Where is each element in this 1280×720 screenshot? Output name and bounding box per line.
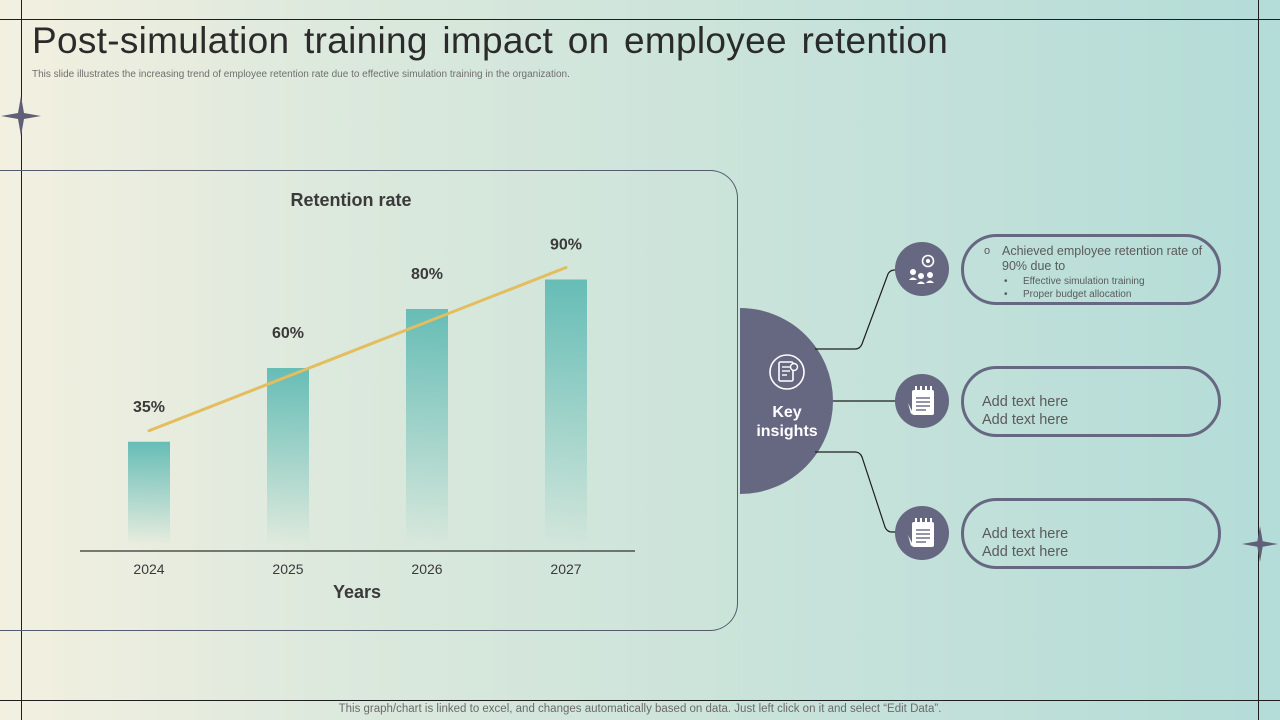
teamwork-target-icon	[909, 254, 935, 284]
sparkle-star-icon	[1242, 526, 1278, 562]
key-insights-label: Key insights	[740, 403, 834, 441]
data-label-2025: 60%	[272, 325, 304, 342]
circle-bullet-icon: o	[984, 245, 991, 257]
page-title: Post-simulation training impact on emplo…	[32, 20, 949, 61]
insight-1-bullets: • Effective simulation training • Proper b…	[1004, 275, 1145, 301]
data-label-2027: 90%	[550, 237, 582, 254]
insight-card-2: Add text here Add text here	[961, 366, 1221, 437]
sparkle-star-icon	[1, 96, 41, 136]
insight-2-line-2: Add text here	[982, 412, 1069, 428]
insight-1-heading: Achieved employee retention rate of 90% …	[1002, 244, 1203, 273]
key-insights-label-line1: Key	[772, 404, 802, 421]
x-tick-label-2024: 2024	[133, 561, 164, 577]
insight-icon-3	[895, 506, 949, 560]
insight-card-3: Add text here Add text here	[961, 498, 1221, 569]
x-tick-label-2027: 2027	[550, 561, 581, 577]
insight-3-line-2: Add text here	[982, 544, 1069, 560]
frame-top-line	[0, 19, 1280, 20]
key-insights-label-line2: insights	[756, 423, 818, 440]
frame-bottom-line	[0, 700, 1280, 701]
frame-left-line	[21, 0, 22, 720]
insight-2-text: Add text here Add text here	[982, 393, 1068, 429]
notepad-icon	[908, 386, 934, 415]
chart-panel	[0, 170, 738, 631]
insight-card-1: o Achieved employee retention rate of 90…	[961, 234, 1221, 305]
bar-2027[interactable]	[545, 279, 587, 546]
bullet-text: Effective simulation training	[1023, 276, 1145, 287]
x-tick-label-2026: 2026	[411, 561, 442, 577]
footer-note: This graph/chart is linked to excel, and…	[338, 703, 942, 715]
insight-connectors	[815, 269, 900, 533]
trend-line	[147, 266, 568, 433]
page-subtitle: This slide illustrates the increasing tr…	[32, 69, 570, 80]
insight-3-text: Add text here Add text here	[982, 525, 1068, 561]
insight-icon-2	[895, 374, 949, 428]
insight-icon-1	[895, 242, 949, 296]
frame-right-line	[1258, 0, 1259, 720]
retention-bar-chart[interactable]: Retention rate 35% 2024 60% 2025 80% 2026 90% 2…	[0, 0, 740, 640]
bar-2025[interactable]	[267, 368, 309, 545]
x-axis-title: Years	[333, 582, 381, 602]
bullet-text: Proper budget allocation	[1023, 289, 1132, 300]
bar-2026[interactable]	[406, 309, 448, 545]
bullet-item: • Proper budget allocation	[1004, 289, 1132, 300]
bar-2024[interactable]	[128, 441, 170, 545]
chart-title: Retention rate	[290, 190, 411, 210]
data-label-2024: 35%	[133, 399, 165, 416]
x-tick-label-2025: 2025	[272, 561, 303, 577]
insight-2-line-1: Add text here	[982, 394, 1069, 410]
insight-3-line-1: Add text here	[982, 526, 1069, 542]
notepad-icon	[908, 518, 934, 547]
data-label-2026: 80%	[411, 266, 443, 283]
bullet-item: • Effective simulation training	[1004, 276, 1145, 287]
report-document-icon	[769, 354, 805, 390]
